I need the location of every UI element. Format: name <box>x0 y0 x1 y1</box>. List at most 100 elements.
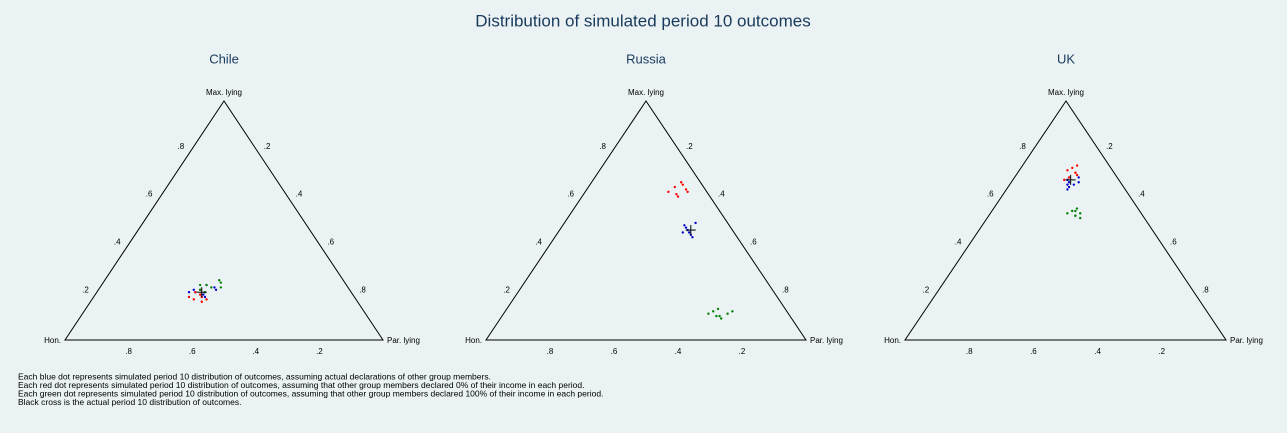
dot <box>200 300 203 303</box>
dot <box>1075 164 1079 167</box>
vertex-label: Max. lying <box>206 88 242 97</box>
panel-title: Chile <box>209 51 239 66</box>
left-tick-label: .2 <box>82 285 89 294</box>
left-tick-label: .8 <box>178 142 185 151</box>
dot <box>213 286 216 289</box>
dot <box>1079 216 1082 220</box>
dot <box>1077 181 1080 184</box>
dot <box>1077 176 1080 179</box>
dot <box>712 310 715 313</box>
vertex-label: Max. lying <box>628 88 664 97</box>
dot <box>198 288 202 292</box>
dot <box>718 314 721 318</box>
dot <box>1074 209 1077 213</box>
right-tick-label: .4 <box>718 190 725 199</box>
dot <box>681 183 684 186</box>
dot <box>187 295 191 299</box>
right-tick-label: .4 <box>1138 190 1145 199</box>
bottom-tick-label: .2 <box>316 347 323 356</box>
dot <box>1063 178 1066 182</box>
right-tick-label: .2 <box>1106 142 1113 151</box>
dot <box>1067 181 1071 184</box>
left-tick-label: .4 <box>955 238 962 247</box>
bottom-tick-label: .8 <box>966 347 973 356</box>
dot <box>214 288 218 292</box>
dot <box>219 286 223 289</box>
dot <box>192 298 195 301</box>
triangle <box>64 100 384 341</box>
vertex-label: Par. lying <box>1230 336 1263 345</box>
dot <box>1066 212 1069 215</box>
right-tick-label: .8 <box>359 285 366 294</box>
dot <box>684 188 688 191</box>
note: Each green dot represents simulated peri… <box>18 388 603 398</box>
bottom-tick-label: .4 <box>252 347 259 356</box>
bottom-tick-label: .6 <box>1030 347 1037 356</box>
dot <box>187 291 191 294</box>
dot <box>205 298 208 301</box>
bottom-tick-label: .8 <box>125 347 132 356</box>
right-tick-label: .8 <box>1202 285 1209 294</box>
dot <box>1067 185 1071 189</box>
dot <box>707 312 710 315</box>
dot <box>716 307 720 311</box>
dot <box>202 293 205 296</box>
left-tick-label: .4 <box>535 238 542 247</box>
figure-title: Distribution of simulated period 10 outc… <box>475 11 810 30</box>
right-tick-label: .2 <box>264 142 271 151</box>
dot <box>203 295 207 299</box>
right-tick-label: .4 <box>296 190 303 199</box>
vertex-label: Hon. <box>44 336 61 345</box>
left-tick-label: .2 <box>923 285 930 294</box>
right-tick-label: .6 <box>327 238 334 247</box>
dot <box>683 224 686 227</box>
dot <box>720 317 723 320</box>
dot <box>1066 169 1069 172</box>
dot <box>1067 176 1071 179</box>
dot <box>688 231 691 234</box>
dot <box>192 288 195 292</box>
note: Each red dot represents simulated period… <box>18 380 585 390</box>
vertex-label: Par. lying <box>387 336 420 345</box>
bottom-tick-label: .4 <box>675 347 682 356</box>
left-tick-label: .8 <box>599 142 606 151</box>
dot <box>1079 212 1082 215</box>
dot <box>1070 209 1074 213</box>
dot <box>684 226 688 229</box>
bottom-tick-label: .2 <box>739 347 746 356</box>
dot <box>198 293 202 296</box>
dot <box>210 286 213 289</box>
vertex-label: Max. lying <box>1048 88 1084 97</box>
dot <box>673 185 676 189</box>
dot <box>1074 171 1077 174</box>
dot <box>676 195 680 198</box>
vertex-label: Hon. <box>884 336 901 345</box>
triangle <box>904 100 1227 341</box>
right-tick-label: .6 <box>750 238 757 247</box>
right-tick-label: .8 <box>782 285 789 294</box>
left-tick-label: .8 <box>1019 142 1026 151</box>
dot <box>1074 214 1077 217</box>
dot <box>731 310 734 313</box>
dot <box>1066 183 1069 186</box>
dot <box>198 283 202 287</box>
bottom-tick-label: .2 <box>1158 347 1165 356</box>
right-tick-label: .2 <box>686 142 693 151</box>
left-tick-label: .6 <box>987 190 994 199</box>
vertex-label: Par. lying <box>810 336 843 345</box>
dot <box>726 312 729 315</box>
dot <box>219 281 223 284</box>
bottom-tick-label: .6 <box>189 347 196 356</box>
dot <box>694 221 697 225</box>
dot <box>1075 207 1079 210</box>
right-tick-label: .6 <box>1170 238 1177 247</box>
vertex-label: Hon. <box>465 336 482 345</box>
note: Each blue dot represents simulated perio… <box>18 371 491 381</box>
dot <box>1072 183 1076 186</box>
triangle <box>485 100 807 341</box>
dot <box>715 314 718 318</box>
dot <box>205 283 208 287</box>
panel-title: Russia <box>626 51 667 66</box>
